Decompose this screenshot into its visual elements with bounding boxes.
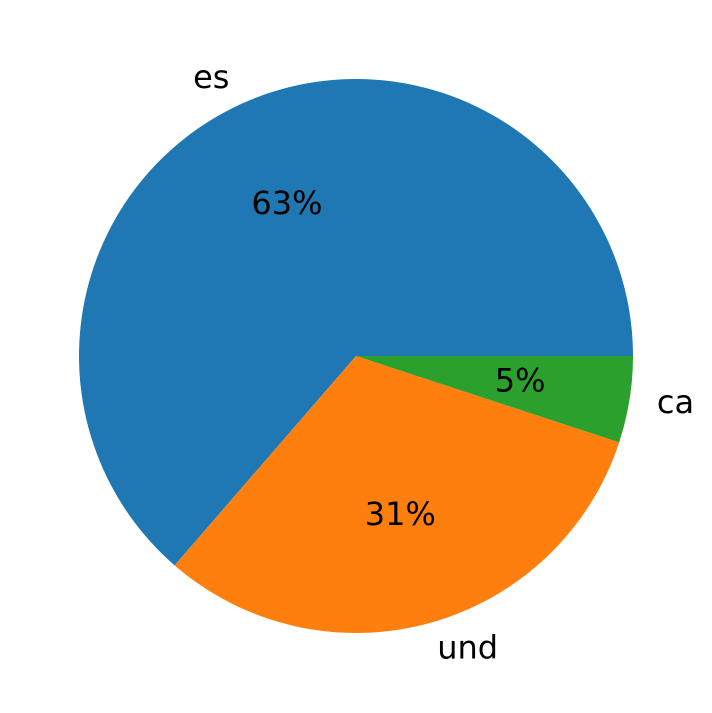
pie-slice <box>174 356 620 633</box>
value-label: 63% <box>251 184 322 222</box>
pie-slice <box>356 356 633 443</box>
value-label: 31% <box>365 495 436 533</box>
slice-label: es <box>193 58 229 96</box>
slice-label: ca <box>657 383 694 421</box>
slice-label: und <box>437 629 498 667</box>
value-label: 5% <box>495 361 546 399</box>
pie-slice <box>78 78 633 566</box>
